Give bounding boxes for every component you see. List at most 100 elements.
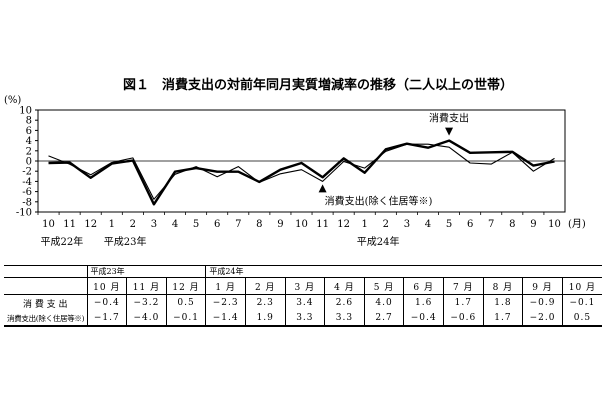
table-month-header: 4 月 [324,277,365,295]
y-tick-label: -10 [16,208,32,219]
x-tick-label: 6 [214,219,220,230]
x-tick-label: 3 [404,219,410,230]
table-cell: −0.6 [442,311,484,327]
table-month-header: 6 月 [403,277,444,295]
x-tick-label: 3 [151,219,157,230]
table-month-header: 3 月 [284,277,325,295]
series-line-0 [48,139,555,206]
y-tick-label: -2 [22,167,32,178]
x-tick-label: 9 [530,219,536,230]
table-era-row: 平成23年 平成24年 [4,265,602,278]
x-tick-label: 4 [172,219,178,230]
table-era-h24: 平成24年 [205,265,602,278]
x-tick-label: 5 [446,219,452,230]
table-cell: −1.7 [86,311,127,327]
table-cell: −1.4 [205,311,246,327]
y-axis-label: (%) [4,95,21,106]
table-cell: 1.7 [442,294,484,311]
era-label: 平成23年 [104,235,147,248]
era-labels: 平成22年 平成23年 平成24年 [41,235,400,248]
series-0-annotation: 消費支出 [429,112,469,125]
x-tick-label: 1 [109,219,115,230]
table-month-header: 2 月 [244,277,286,295]
table-cell: 3.3 [284,311,325,327]
era-label: 平成24年 [357,235,400,248]
table-cell: 2.7 [363,311,404,327]
x-tick-label: 4 [425,219,431,230]
y-tick-label: -8 [22,197,32,208]
table-cell: −0.4 [403,311,444,327]
x-tick-label: 1 [362,219,368,230]
y-tick-label: 10 [19,106,32,117]
series-0-marker [445,127,454,136]
table-cell: 3.4 [284,294,325,311]
table-cell: 1.9 [244,311,286,327]
table-cell: 0.5 [561,311,602,327]
y-tick-label: 0 [26,157,32,168]
table-cell: −0.1 [561,294,602,311]
x-tick-label: 9 [277,219,283,230]
x-tick-label: 6 [467,219,473,230]
table-month-header: 1 月 [205,277,246,295]
table-cell: 1.6 [403,294,444,311]
x-tick-label: 11 [63,219,76,230]
x-tick-label: 12 [337,219,350,230]
x-axis-unit: (月) [568,218,586,230]
table-month-header: 11 月 [126,277,167,295]
table-cell: −0.9 [522,294,563,311]
x-tick-label: 7 [235,219,241,230]
table-cell: −2.3 [205,294,246,311]
x-tick-label: 12 [84,219,97,230]
series-1-annotation: 消費支出(除く住居等※) [325,194,433,207]
table-cell: 1.7 [482,311,523,327]
row-label-consumption-excl-housing: 消費支出(除く住居等※) [4,311,88,327]
table-cell: −3.2 [126,294,167,311]
y-tick-label: -6 [22,187,32,198]
x-tick-label: 5 [193,219,199,230]
table-cell: −4.0 [126,311,167,327]
x-tick-label: 10 [42,219,55,230]
series-1-marker [318,184,327,193]
x-tick-label: 10 [295,219,308,230]
chart-title: 図１ 消費支出の対前年同月実質増減率の推移（二人以上の世帯） [123,77,513,93]
y-tick-label: 4 [26,136,32,147]
table-month-header: 9 月 [522,277,563,295]
y-tick-label: 2 [26,146,32,157]
series-line-1 [48,143,555,200]
x-tick-label: 8 [256,219,262,230]
y-tick-label: -4 [22,177,32,188]
table-cell: −2.0 [522,311,563,327]
chart: 図１ 消費支出の対前年同月実質増減率の推移（二人以上の世帯） (%) 10864… [4,77,586,248]
era-label: 平成22年 [41,235,84,248]
table-month-header: 5 月 [363,277,404,295]
table-cell: 3.3 [324,311,365,327]
y-tick-label: 8 [26,116,32,127]
table-month-header: 8 月 [482,277,523,295]
table-cell: −0.4 [86,294,127,311]
series-lines [48,139,555,206]
table-month-header: 12 月 [165,277,206,295]
table-month-header: 10 月 [86,277,127,295]
x-axis: 10 11 12 1 2 3 4 5 6 7 8 9 10 11 12 1 2 3 4 5 6 7 8 9 10 [37,212,561,230]
table-cell: 1.8 [482,294,523,311]
x-tick-label: 10 [548,219,561,230]
table-cell: −0.1 [165,311,206,327]
table-cell: 4.0 [363,294,404,311]
row-label-consumption: 消 費 支 出 [4,294,88,311]
table-row: 消 費 支 出 −0.4 −3.2 0.5 −2.3 2.3 3.4 2.6 4.0 1.6 1.… [4,294,602,311]
table-month-header: 7 月 [442,277,484,295]
table-era-h23: 平成23年 [86,265,206,278]
table-cell: 2.3 [244,294,286,311]
y-tick-label: 6 [26,126,32,137]
x-tick-label: 2 [383,219,389,230]
x-tick-label: 8 [509,219,515,230]
table-month-header: 10 月 [561,277,602,295]
x-tick-label: 11 [316,219,329,230]
table-cell: 0.5 [165,294,206,311]
x-tick-label: 2 [130,219,136,230]
x-tick-label: 7 [488,219,494,230]
